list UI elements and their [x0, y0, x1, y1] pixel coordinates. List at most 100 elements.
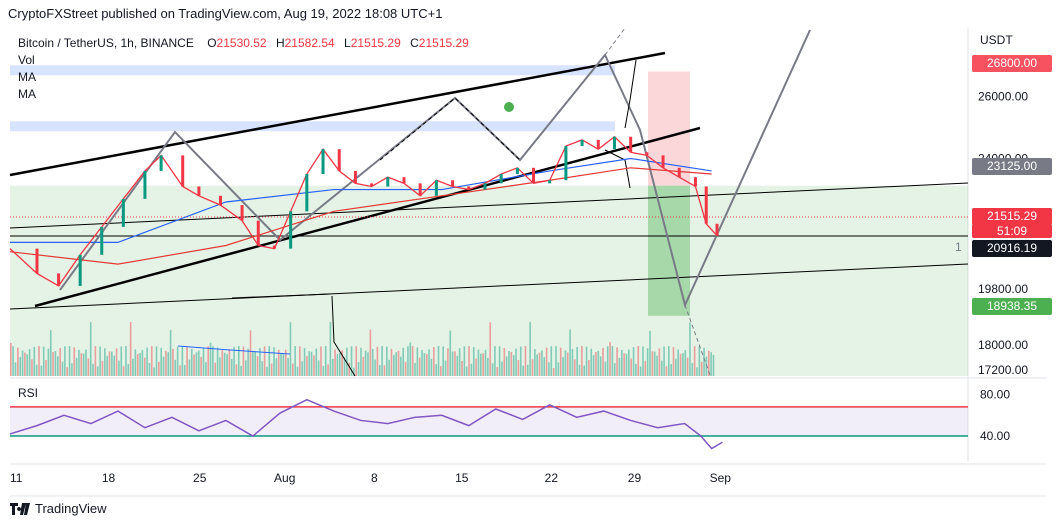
volume-bar	[336, 354, 339, 376]
volume-bar	[315, 348, 318, 376]
volume-bar	[508, 350, 510, 376]
volume-bar	[425, 353, 428, 376]
volume-bar	[529, 321, 531, 376]
volume-bar	[367, 352, 369, 376]
volume-bar	[545, 347, 548, 376]
volume-bar	[195, 352, 198, 376]
volume-bar	[635, 363, 637, 376]
volume-bar	[552, 367, 555, 376]
volume-bar	[606, 346, 609, 376]
volume-bar	[597, 350, 600, 376]
volume-bar	[686, 357, 689, 376]
volume-bar	[111, 351, 113, 376]
volume-bar	[190, 348, 193, 376]
volume-bar	[87, 358, 90, 376]
volume-bar	[306, 356, 308, 376]
price-candle	[143, 170, 147, 199]
price-candle	[532, 167, 536, 184]
volume-bar	[348, 362, 350, 376]
volume-bar	[249, 330, 252, 376]
price-candle	[596, 139, 600, 150]
volume-bar	[576, 346, 578, 376]
dashed-extension-line	[684, 304, 711, 376]
volume-bar	[228, 349, 231, 376]
volume-bar	[494, 346, 496, 376]
volume-bar	[104, 348, 106, 376]
volume-bar	[374, 359, 376, 376]
volume-bar	[343, 357, 346, 376]
volume-bar	[555, 346, 557, 376]
price-candle	[256, 220, 260, 246]
volume-bar	[329, 321, 332, 376]
volume-bar	[628, 349, 630, 376]
volume-bar	[515, 348, 517, 376]
volume-bar	[226, 354, 228, 376]
time-tick-label: Sep	[710, 471, 732, 485]
volume-bar	[275, 358, 278, 376]
volume-bar	[477, 349, 480, 376]
ma-indicator-label-1[interactable]: MA	[18, 70, 36, 84]
volume-bar	[442, 346, 444, 376]
price-line	[9, 135, 718, 287]
volume-bar	[562, 357, 564, 376]
volume-bar	[531, 359, 534, 376]
volume-bar	[559, 347, 562, 376]
volume-bar	[461, 360, 463, 376]
volume-bar	[174, 359, 177, 376]
volume-bar	[653, 351, 656, 376]
rsi-line	[9, 398, 723, 450]
volume-bar	[322, 365, 325, 376]
volume-bar	[282, 353, 285, 376]
volume-bar	[700, 361, 703, 376]
volume-bar	[564, 350, 567, 376]
volume-bar	[143, 357, 146, 376]
volume-bar	[172, 348, 174, 376]
volume-bar	[679, 353, 682, 376]
volume-bar	[313, 355, 315, 376]
time-tick-label: 22	[545, 471, 559, 485]
ma-indicator-label-2[interactable]: MA	[18, 87, 36, 101]
volume-bar	[578, 364, 581, 376]
volume-bar	[444, 360, 447, 376]
volume-bar	[409, 342, 412, 376]
volume-bar	[609, 342, 611, 376]
tradingview-footer[interactable]: TradingView	[10, 501, 107, 516]
price-candle	[434, 180, 438, 196]
volume-bar	[245, 360, 247, 376]
short-risk-zone	[648, 71, 690, 186]
volume-bar	[585, 346, 588, 376]
volume-bar	[644, 360, 647, 376]
volume-bar	[268, 346, 271, 376]
volume-bar	[183, 365, 186, 376]
volume-bar	[303, 348, 306, 376]
trendline-lower	[9, 263, 969, 310]
volume-bar	[26, 354, 29, 376]
volume-bar	[71, 363, 73, 376]
volume-bar	[12, 346, 14, 376]
volume-bar	[256, 356, 259, 376]
volume-bar	[397, 350, 400, 376]
price-candle	[386, 177, 390, 187]
volume-bar	[390, 348, 393, 376]
price-candle	[402, 177, 406, 184]
volume-bar	[574, 359, 576, 376]
vol-indicator-label[interactable]: Vol	[18, 53, 35, 67]
open-value: 21530.52	[216, 36, 267, 50]
volume-bar	[592, 355, 595, 376]
volume-bar	[381, 346, 383, 376]
price-candle	[629, 136, 633, 153]
volume-bar	[604, 361, 607, 376]
zigzag-projection	[59, 29, 811, 308]
volume-bar	[146, 347, 148, 376]
volume-bar	[82, 353, 85, 376]
volume-bar	[207, 346, 209, 376]
rsi-title[interactable]: RSI	[18, 386, 39, 400]
volume-bar	[252, 351, 254, 376]
volume-bar	[237, 346, 240, 376]
volume-bar	[668, 346, 670, 376]
volume-bar	[193, 354, 195, 376]
price-candle	[321, 149, 325, 175]
low-label: L	[344, 36, 351, 50]
volume-bar	[646, 348, 649, 376]
